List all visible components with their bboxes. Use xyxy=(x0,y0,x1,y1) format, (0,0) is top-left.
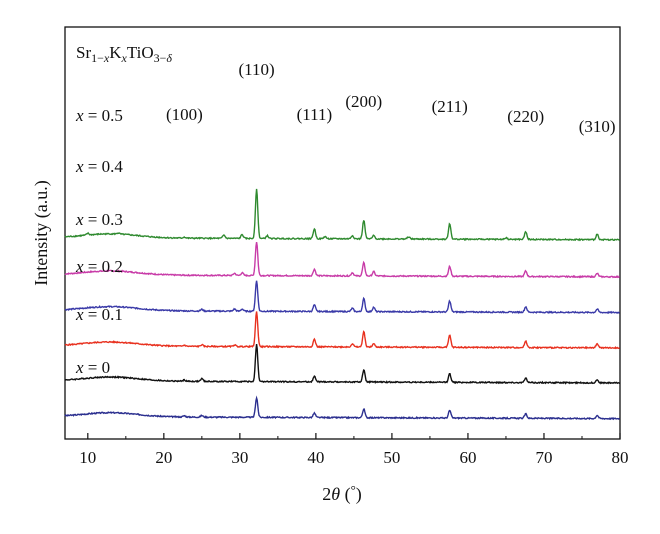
x-tick-label: 80 xyxy=(612,448,629,467)
x-axis-title: 2θ (°) xyxy=(322,482,362,505)
series-label: x = 0.1 xyxy=(75,305,123,324)
series-line xyxy=(64,188,620,242)
series-traces xyxy=(64,188,621,421)
series-line xyxy=(64,311,621,350)
x-tick-label: 10 xyxy=(79,448,96,467)
series-line xyxy=(64,343,621,385)
series-line xyxy=(64,241,620,279)
peak-label: (310) xyxy=(579,117,616,136)
chart-title: Sr1−xKxTiO3−δ xyxy=(76,43,172,65)
series-label: x = 0 xyxy=(75,358,110,377)
x-tick-label: 40 xyxy=(307,448,324,467)
peak-label: (111) xyxy=(297,105,333,124)
peak-label: (220) xyxy=(507,107,544,126)
series-label: x = 0.3 xyxy=(75,210,123,229)
x-tick-label: 50 xyxy=(383,448,400,467)
series-label: x = 0.5 xyxy=(75,106,123,125)
peak-label: (110) xyxy=(238,60,274,79)
x-tick-label: 60 xyxy=(459,448,476,467)
series-line xyxy=(64,395,621,421)
plot-frame xyxy=(64,26,621,440)
series-labels: x = 0 x = 0.1 x = 0.2 x = 0.3 x = 0.4 x = 0.5 xyxy=(75,106,123,377)
x-axis-ticks: 10 20 30 40 50 60 70 80 xyxy=(79,433,629,467)
x-tick-label: 30 xyxy=(231,448,248,467)
series-line xyxy=(64,280,620,315)
y-axis-title: Intensity (a.u.) xyxy=(31,180,52,285)
peak-labels: (100) (110) (111) (200) (211) (220) (310) xyxy=(166,60,616,136)
peak-label: (100) xyxy=(166,105,203,124)
peak-label: (211) xyxy=(432,97,468,116)
peak-label: (200) xyxy=(345,92,382,111)
x-tick-label: 70 xyxy=(535,448,552,467)
series-label: x = 0.2 xyxy=(75,257,123,276)
series-label: x = 0.4 xyxy=(75,157,123,176)
x-tick-label: 20 xyxy=(155,448,172,467)
